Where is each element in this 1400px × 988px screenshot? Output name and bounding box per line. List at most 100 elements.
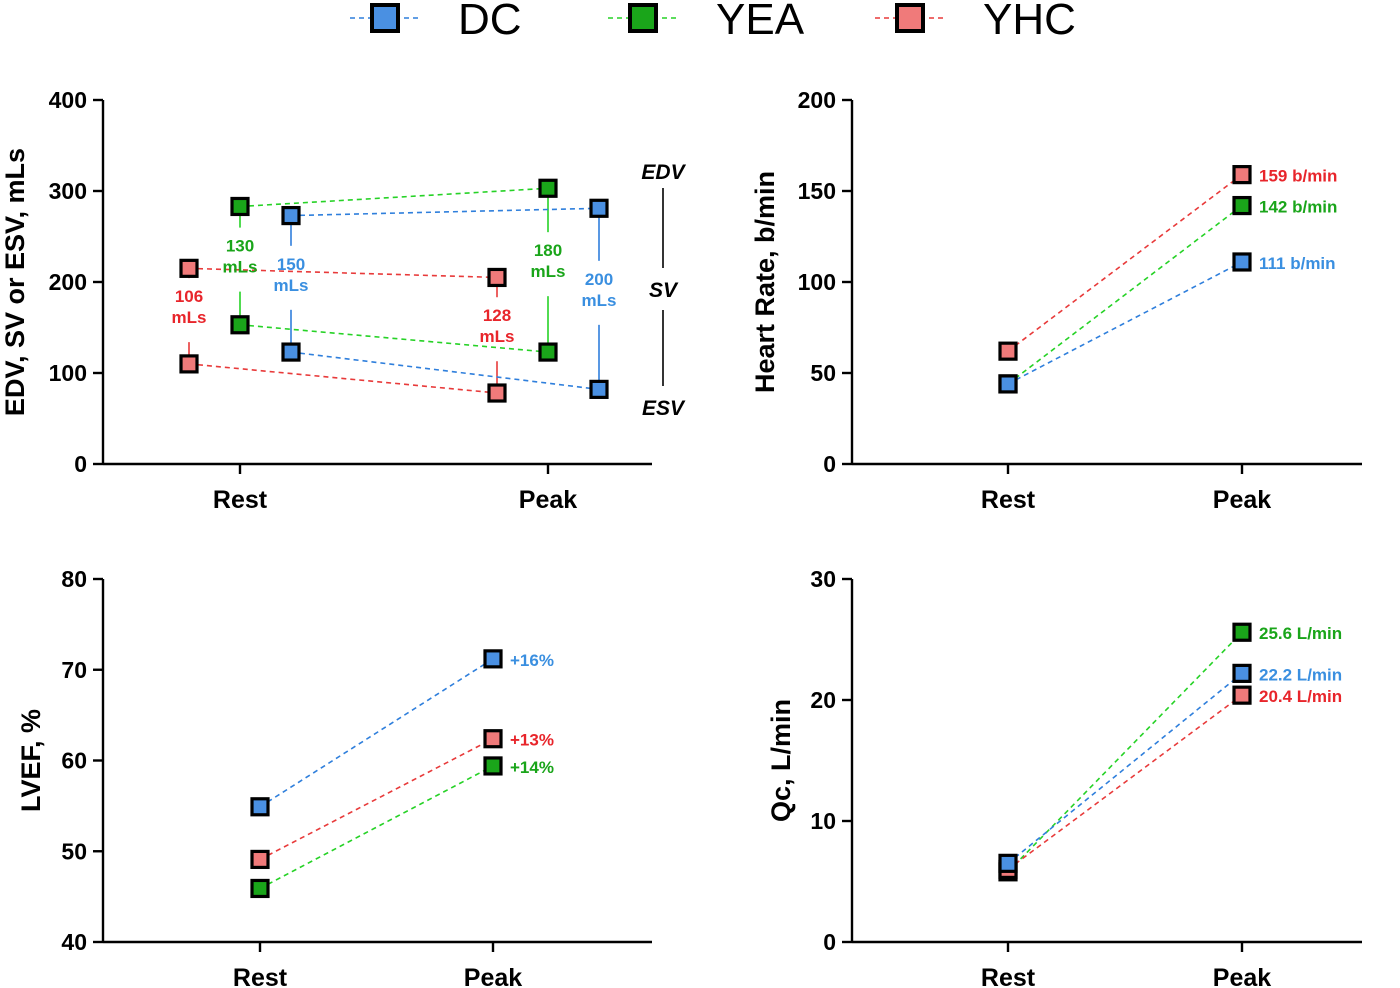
series-dc: 111 b/min: [998, 252, 1336, 394]
edv-point: [281, 205, 301, 226]
esv-point: [230, 315, 250, 335]
esv-point: [589, 379, 609, 399]
y-tick-label: 70: [61, 657, 87, 683]
sv-unit-label: mLs: [223, 258, 258, 277]
rest-point: [250, 849, 270, 870]
edv-point: [589, 198, 609, 218]
legend-label-yhc: YHC: [983, 0, 1076, 44]
peak-value-label: 142 b/min: [1259, 198, 1337, 217]
panel-cardiac-output: 0 10 20 30 Rest Peak Qc, L/min 25.6 L/min 20.4 L…: [766, 566, 1362, 988]
peak-value-label: 159 b/min: [1259, 167, 1337, 186]
esv-point: [487, 383, 507, 403]
sv-value-label: 130: [226, 237, 254, 256]
rest-point: [998, 374, 1018, 394]
esv-point: [281, 342, 301, 362]
peak-value-label: 25.6 L/min: [1259, 624, 1342, 643]
x-tick-label: Rest: [233, 964, 288, 988]
peak-value-label: +14%: [510, 758, 554, 777]
peak-point: [1232, 165, 1252, 185]
panel-heart-rate: 0 50 100 150 200 Rest Peak Heart Rate, b/min 159…: [750, 87, 1362, 514]
side-label-esv: ESV: [642, 397, 686, 420]
rest-point: [250, 797, 270, 817]
sv-value-label: 150: [277, 255, 305, 274]
y-tick-label: 400: [49, 87, 87, 113]
peak-value-label: 22.2 L/min: [1259, 665, 1342, 684]
y-tick-label: 40: [61, 929, 87, 955]
y-tick-label: 100: [798, 269, 836, 295]
y-tick-label: 0: [823, 929, 836, 955]
y-axis-title: EDV, SV or ESV, mLs: [0, 148, 30, 416]
y-tick-label: 60: [61, 748, 87, 774]
x-tick-label: Peak: [1213, 486, 1271, 514]
series-yhc: 20.4 L/min: [998, 685, 1342, 880]
panel-lvef: 40 50 60 70 80 Rest Peak LVEF, % +16% +13% +14%: [16, 566, 652, 988]
edv-point: [230, 196, 250, 217]
series-line: [259, 658, 494, 808]
series-yea: +14%: [250, 756, 554, 899]
peak-point: [1232, 685, 1252, 705]
panel-volumes: 0 100 200 300 400 Rest Peak EDV, SV or ESV, mLs…: [0, 87, 687, 514]
series-line: [1007, 204, 1243, 385]
legend-marker-dc: [370, 3, 400, 33]
legend-label-yea: YEA: [716, 0, 805, 44]
y-tick-label: 20: [810, 687, 836, 713]
y-axis-title: Heart Rate, b/min: [750, 171, 780, 393]
y-axis-title: Qc, L/min: [766, 699, 796, 822]
esv-point: [538, 342, 558, 362]
y-tick-label: 300: [49, 178, 87, 204]
peak-value-label: 111 b/min: [1259, 254, 1336, 273]
edv-point: [538, 178, 558, 198]
peak-value-label: 20.4 L/min: [1259, 687, 1342, 706]
y-tick-label: 0: [823, 451, 836, 477]
peak-value-label: +16%: [510, 651, 554, 670]
sv-value-label: 106: [175, 287, 203, 306]
peak-point: [483, 729, 503, 749]
series-dc: +16%: [250, 649, 554, 817]
peak-value-label: +13%: [510, 731, 554, 750]
peak-point: [483, 756, 503, 776]
series-yhc: +13%: [250, 729, 554, 870]
series-dc: 150 mLs 200 mLs: [274, 198, 616, 399]
edv-point: [487, 267, 507, 288]
esv-line: [239, 323, 549, 353]
series-dc: 22.2 L/min: [998, 663, 1342, 873]
legend: DC YEA YHC: [350, 0, 1076, 44]
series-yhc: 106 mLs 128 mLs: [172, 258, 515, 403]
y-tick-label: 50: [61, 838, 87, 864]
x-tick-label: Rest: [213, 486, 268, 514]
series-line: [1007, 173, 1243, 352]
series-line: [1007, 261, 1243, 385]
edv-line: [239, 187, 549, 208]
peak-point: [1232, 195, 1252, 216]
series-line: [259, 738, 494, 861]
sv-value-label: 128: [483, 306, 511, 325]
peak-point: [1232, 622, 1252, 642]
series-line: [1007, 694, 1243, 871]
y-axis-title: LVEF, %: [16, 709, 46, 812]
edv-line: [188, 267, 498, 279]
sv-unit-label: mLs: [480, 327, 515, 346]
sv-unit-label: mLs: [172, 308, 207, 327]
series-yea: 25.6 L/min: [998, 622, 1342, 882]
peak-point: [1232, 252, 1252, 272]
sv-value-label: 200: [585, 270, 613, 289]
series-yea: 142 b/min: [998, 195, 1337, 394]
y-tick-label: 200: [49, 269, 87, 295]
peak-point: [483, 649, 503, 669]
rest-point: [998, 853, 1018, 873]
x-tick-label: Rest: [981, 486, 1036, 514]
series-yhc: 159 b/min: [998, 165, 1337, 361]
y-tick-label: 80: [61, 566, 87, 592]
edv-line: [290, 207, 600, 217]
y-tick-label: 30: [810, 566, 836, 592]
series-line: [1007, 631, 1243, 873]
legend-label-dc: DC: [458, 0, 522, 44]
legend-marker-yhc: [895, 3, 925, 33]
side-label-edv: EDV: [641, 161, 686, 184]
x-tick-label: Peak: [1213, 964, 1271, 988]
rest-point: [250, 878, 270, 899]
sv-unit-label: mLs: [274, 276, 309, 295]
side-label-sv: SV: [649, 279, 679, 302]
y-tick-label: 150: [798, 178, 836, 204]
edv-point: [179, 258, 199, 278]
